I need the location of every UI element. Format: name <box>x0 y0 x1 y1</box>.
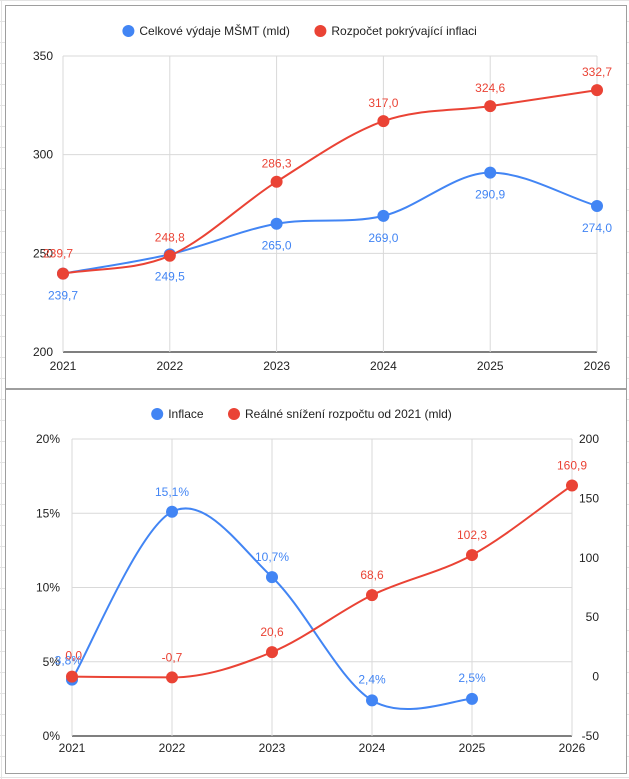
y-tick-label-right: 100 <box>579 551 599 565</box>
data-label: 249,5 <box>155 269 185 283</box>
y-tick-label: 300 <box>33 148 53 162</box>
legend: Inflace Reálné snížení rozpočtu od 2021 (… <box>151 407 452 421</box>
data-point <box>591 199 603 212</box>
legend-label: Rozpočet pokrývající inflaci <box>331 24 476 38</box>
data-point <box>270 175 283 188</box>
data-point <box>566 479 578 492</box>
data-point <box>66 670 78 683</box>
data-label: 286,3 <box>262 157 292 171</box>
data-label: 265,0 <box>262 239 292 253</box>
data-point <box>484 100 497 113</box>
budget-chart: Celkové výdaje MŠMT (mld) Rozpočet pokrýv… <box>33 23 612 373</box>
chart-panel-inflation[interactable]: Inflace Reálné snížení rozpočtu od 2021 (… <box>5 389 627 774</box>
data-label: 15,1% <box>155 485 189 499</box>
series-line <box>62 171 598 275</box>
x-tick-label: 2021 <box>59 741 86 755</box>
x-tick-label: 2024 <box>359 741 386 755</box>
data-label: 2,4% <box>358 672 386 686</box>
x-tick-label: 2022 <box>156 359 183 373</box>
data-label: 239,7 <box>43 247 73 261</box>
data-point <box>366 694 378 707</box>
series-line-reduction <box>71 484 573 679</box>
legend-marker <box>151 408 164 420</box>
y-tick-label: 350 <box>33 49 53 63</box>
data-point <box>166 505 178 518</box>
data-label: 20,6 <box>260 625 284 639</box>
data-label: 102,3 <box>457 528 487 542</box>
y-tick-label-right: 200 <box>579 432 599 446</box>
data-point <box>377 209 390 222</box>
inflation-chart: Inflace Reálné snížení rozpočtu od 2021 (… <box>36 407 600 755</box>
y-tick-label-right: 150 <box>579 491 599 505</box>
data-label: 160,9 <box>557 458 587 472</box>
y-tick-label-left: 10% <box>36 581 60 595</box>
data-label: 10,7% <box>255 550 289 564</box>
data-label: 3,8% <box>55 654 83 668</box>
chart-panel-budget[interactable]: Celkové výdaje MŠMT (mld) Rozpočet pokrýv… <box>5 5 627 389</box>
data-point <box>57 267 69 280</box>
y-tick-label-left: 5% <box>43 655 61 669</box>
data-label: 2,5% <box>458 671 486 685</box>
y-tick-label-left: 0% <box>43 729 61 743</box>
data-point <box>377 115 390 128</box>
series-line-inflation <box>71 507 473 710</box>
data-label: 324,6 <box>475 81 505 95</box>
x-tick-label: 2026 <box>559 741 586 755</box>
legend-label: Celkové výdaje MŠMT (mld) <box>139 23 289 38</box>
data-label: -0,7 <box>162 650 183 664</box>
series-line <box>62 89 598 275</box>
x-tick-label: 2025 <box>477 359 504 373</box>
x-tick-label: 2023 <box>263 359 290 373</box>
data-label: 269,0 <box>368 231 398 245</box>
legend-label: Reálné snížení rozpočtu od 2021 (mld) <box>245 407 452 421</box>
x-tick-label: 2026 <box>584 359 611 373</box>
legend-marker <box>122 25 135 37</box>
data-point <box>166 671 178 684</box>
y-tick-label-right: 50 <box>586 610 600 624</box>
legend: Celkové výdaje MŠMT (mld) Rozpočet pokrýv… <box>122 23 477 38</box>
legend-label: Inflace <box>168 407 204 421</box>
data-point <box>484 166 497 179</box>
data-point <box>466 692 478 705</box>
x-tick-label: 2021 <box>50 359 77 373</box>
y-tick-label-right: -50 <box>582 729 600 743</box>
x-tick-label: 2022 <box>159 741 186 755</box>
data-point <box>466 549 478 562</box>
data-point <box>270 217 283 230</box>
data-label: 290,9 <box>475 188 505 202</box>
y-tick-label: 250 <box>33 246 53 260</box>
data-label: 239,7 <box>48 289 78 303</box>
data-point <box>266 646 278 659</box>
data-label: 332,7 <box>582 65 612 79</box>
data-label: 274,0 <box>582 221 612 235</box>
legend-marker <box>314 25 327 37</box>
y-tick-label-left: 20% <box>36 432 60 446</box>
x-tick-label: 2023 <box>259 741 286 755</box>
x-tick-label: 2025 <box>459 741 486 755</box>
data-point <box>366 589 378 602</box>
data-label: 0,0 <box>65 649 82 663</box>
x-tick-label: 2024 <box>370 359 397 373</box>
y-tick-label-left: 15% <box>36 506 60 520</box>
data-point <box>266 571 278 584</box>
legend-marker <box>228 408 240 420</box>
data-point <box>591 84 603 97</box>
data-label: 317,0 <box>368 96 398 110</box>
data-label: 248,8 <box>155 231 185 245</box>
y-tick-label: 200 <box>33 345 53 359</box>
y-tick-label-right: 0 <box>592 670 599 684</box>
data-point <box>163 249 176 262</box>
data-label: 68,6 <box>360 568 384 582</box>
